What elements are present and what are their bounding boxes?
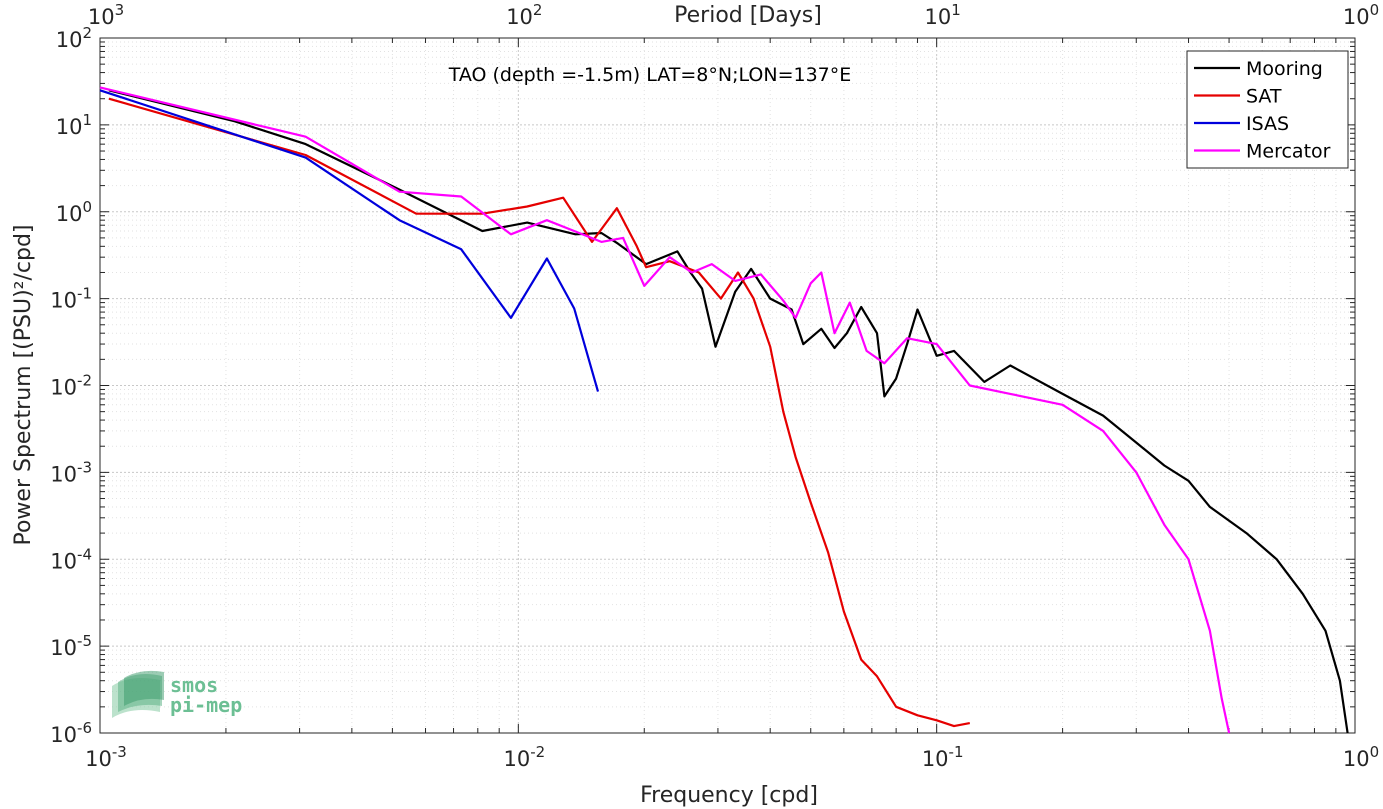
series-line-mooring xyxy=(108,89,1349,734)
series-line-sat xyxy=(108,97,971,728)
y-tick-label: 10-6 xyxy=(50,719,92,747)
y-tick-label: 100 xyxy=(56,198,92,226)
y-axis-label: Power Spectrum [(PSU)²/cpd] xyxy=(11,224,36,545)
legend-items: Mooring SAT ISAS Mercator xyxy=(1194,58,1331,163)
top-tick-label: 100 xyxy=(1343,1,1379,29)
legend: Mooring SAT ISAS Mercator xyxy=(1186,50,1349,169)
top-tick-label: 103 xyxy=(88,1,124,29)
legend-box xyxy=(1186,50,1349,169)
series-line-mercator xyxy=(99,86,1231,734)
legend-label-mercator: Mercator xyxy=(1246,141,1331,163)
x-axis-label: Frequency [cpd] xyxy=(640,783,818,808)
legend-label-sat: SAT xyxy=(1246,86,1282,108)
legend-label-isas: ISAS xyxy=(1246,113,1289,135)
x-tick-labels: 10-3 10-2 10-1 100 xyxy=(85,743,1379,771)
logo-text-pimep: pi-mep xyxy=(170,693,242,717)
x-tick-label: 10-2 xyxy=(503,743,545,771)
chart-title: TAO (depth =-1.5m) LAT=8°N;LON=137°E xyxy=(448,64,852,86)
logo-text-smos: smos xyxy=(170,673,218,697)
axis-ticks xyxy=(99,37,1356,734)
smos-pimep-logo: smos pi-mep xyxy=(112,670,242,718)
y-tick-label: 10-4 xyxy=(50,545,92,573)
top-tick-label: 101 xyxy=(925,1,961,29)
logo-waves-icon-3 xyxy=(124,670,164,706)
y-tick-label: 10-1 xyxy=(50,285,92,313)
series-line-isas xyxy=(99,89,600,392)
y-tick-labels: 102 101 100 10-1 10-2 10-3 10-4 10-5 10-6 xyxy=(50,24,92,747)
x-tick-label: 10-3 xyxy=(85,743,127,771)
x-tick-label: 100 xyxy=(1343,743,1379,771)
legend-label-mooring: Mooring xyxy=(1246,58,1323,80)
x-tick-label: 10-1 xyxy=(922,743,964,771)
top-tick-label: 102 xyxy=(506,1,542,29)
y-tick-label: 10-5 xyxy=(50,632,92,660)
y-tick-label: 101 xyxy=(56,111,92,139)
y-tick-label: 10-2 xyxy=(50,372,92,400)
top-tick-labels: 103 102 101 100 xyxy=(88,1,1379,29)
top-axis-label: Period [Days] xyxy=(674,3,822,28)
y-tick-label: 10-3 xyxy=(50,458,92,486)
y-tick-label: 102 xyxy=(56,24,92,52)
series-group xyxy=(99,86,1349,734)
